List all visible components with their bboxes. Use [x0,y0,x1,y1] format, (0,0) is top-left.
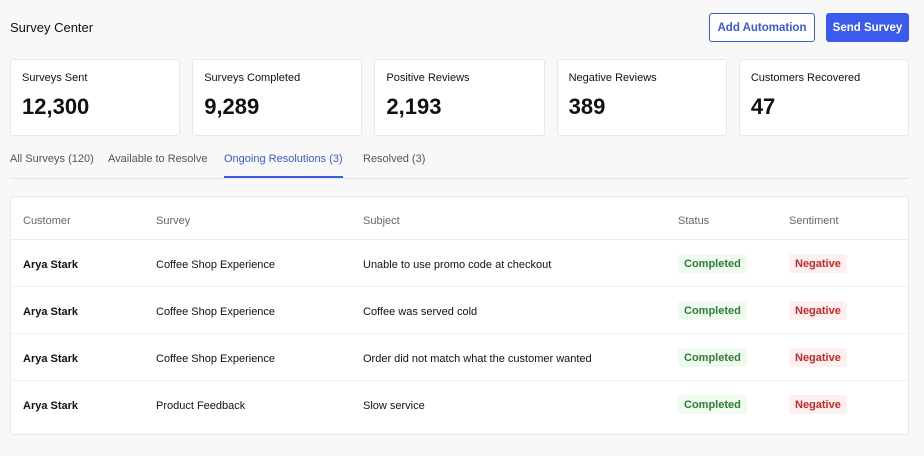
stat-value: 389 [568,94,606,119]
status-badge: Completed [678,301,747,320]
resolutions-table: Customer Survey Subject Status Sentiment… [10,196,909,435]
column-header-sentiment[interactable]: Sentiment [789,215,839,227]
stat-value: 9,289 [204,94,260,119]
table-header: Customer Survey Subject Status Sentiment [11,197,908,240]
table-row[interactable]: Arya Stark Product Feedback Slow service… [11,381,908,428]
stat-value: 47 [750,94,776,119]
sentiment-badge: Negative [789,348,847,367]
stat-label: Customers Recovered [750,72,861,84]
survey-cell: Coffee Shop Experience [156,259,276,271]
sentiment-badge: Negative [789,254,847,273]
send-survey-button[interactable]: Send Survey [826,13,909,42]
tab-ongoing-resolutions[interactable]: Ongoing Resolutions (3) [224,153,343,178]
stat-card-customers-recovered: Customers Recovered 47 [738,59,910,136]
stat-label: Surveys Sent [22,72,88,84]
page-header: Survey Center Add Automation Send Survey [10,13,909,42]
table-row[interactable]: Arya Stark Coffee Shop Experience Unable… [11,240,908,287]
stats-row: Surveys Sent 12,300 Surveys Completed 9,… [10,59,910,136]
subject-cell: Coffee was served cold [363,306,478,318]
sentiment-badge: Negative [789,301,847,320]
column-header-status[interactable]: Status [678,215,710,227]
column-header-customer[interactable]: Customer [23,215,71,227]
customer-cell: Arya Stark [23,353,79,365]
tab-resolved[interactable]: Resolved (3) [363,153,426,165]
stat-value: 2,193 [386,94,442,119]
survey-cell: Coffee Shop Experience [156,306,276,318]
survey-cell: Product Feedback [156,400,246,412]
column-header-subject[interactable]: Subject [363,215,400,227]
stat-label: Surveys Completed [204,72,301,84]
customer-cell: Arya Stark [23,259,79,271]
table-row[interactable]: Arya Stark Coffee Shop Experience Order … [11,334,908,381]
stat-card-positive-reviews: Positive Reviews 2,193 [374,59,545,136]
status-badge: Completed [678,395,747,414]
customer-cell: Arya Stark [23,306,79,318]
status-badge: Completed [678,348,747,367]
tab-bar: All Surveys (120) Available to Resolve O… [10,150,909,179]
customer-cell: Arya Stark [23,400,79,412]
stat-label: Positive Reviews [386,72,470,84]
subject-cell: Unable to use promo code at checkout [363,259,552,271]
page-title: Survey Center [10,20,94,35]
subject-cell: Order did not match what the customer wa… [363,353,592,365]
stat-card-negative-reviews: Negative Reviews 389 [556,59,727,136]
stat-label: Negative Reviews [568,72,657,84]
survey-cell: Coffee Shop Experience [156,353,276,365]
add-automation-button[interactable]: Add Automation [709,13,815,42]
column-header-survey[interactable]: Survey [156,215,191,227]
tab-available-to-resolve[interactable]: Available to Resolve [108,153,208,165]
stat-card-surveys-sent: Surveys Sent 12,300 [10,59,181,136]
stat-card-surveys-completed: Surveys Completed 9,289 [192,59,363,136]
sentiment-badge: Negative [789,395,847,414]
stat-value: 12,300 [22,94,90,119]
status-badge: Completed [678,254,747,273]
tab-all-surveys[interactable]: All Surveys (120) [10,153,94,165]
subject-cell: Slow service [363,400,425,412]
table-row[interactable]: Arya Stark Coffee Shop Experience Coffee… [11,287,908,334]
